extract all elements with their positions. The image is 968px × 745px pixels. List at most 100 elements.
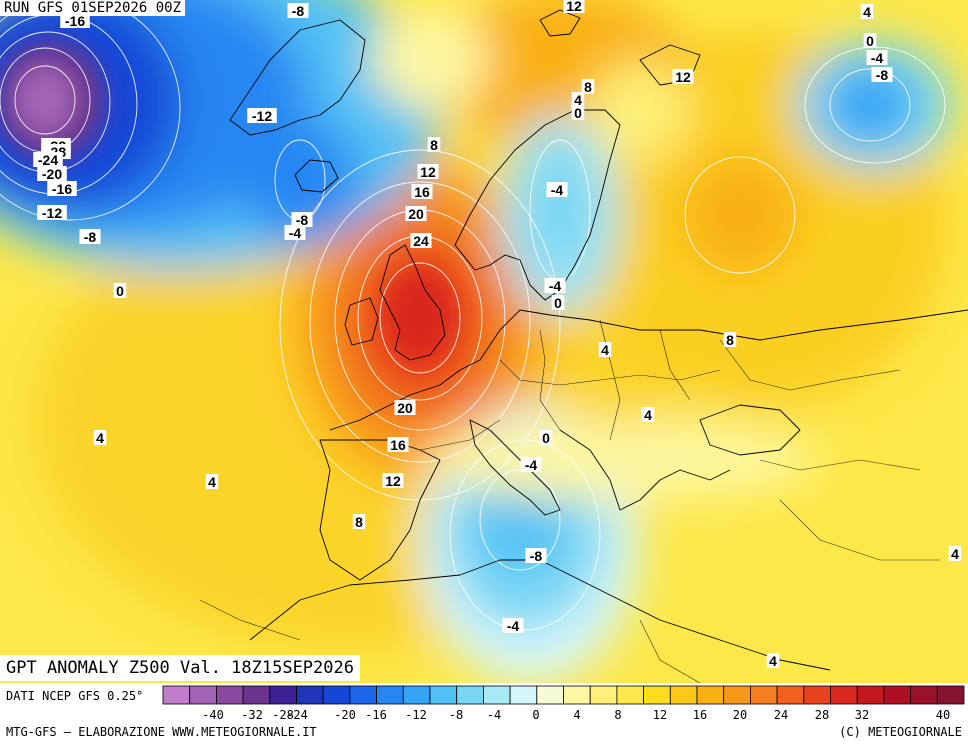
color-scale: -40 -32 -28-24 -20 -16 -12 -8 -4 0 4 8 12 16 20 24 28 32… xyxy=(162,685,965,722)
ireland-coast xyxy=(344,297,379,346)
iceland-coast xyxy=(294,159,339,193)
scale-tick-label: 16 xyxy=(693,708,707,722)
scale-tick-label: 8 xyxy=(614,708,621,722)
contour-label: 16 xyxy=(390,437,406,453)
scale-tick-label: -20 xyxy=(334,708,356,722)
contour-label: -4 xyxy=(549,278,562,294)
contour-label: 4 xyxy=(208,474,216,490)
contour-label: 4 xyxy=(574,92,582,108)
contour-label-bg xyxy=(948,546,962,561)
scale-swatch xyxy=(616,685,645,705)
contour-label: -8 xyxy=(292,3,305,19)
contour-label: -16 xyxy=(52,181,72,197)
contour-label-bg xyxy=(352,514,366,529)
contour-label: 8 xyxy=(584,79,592,95)
contour-label-bg xyxy=(113,283,127,298)
scale-tick-label: 0 xyxy=(532,708,539,722)
contour-label-bg xyxy=(37,205,67,220)
scale-tick-label: 28 xyxy=(815,708,829,722)
british-isles-coast xyxy=(379,244,446,361)
contour-label-bg xyxy=(539,430,553,445)
scale-tick-label: -32 xyxy=(241,708,263,722)
contour-label-bg xyxy=(33,152,63,167)
contour-label-bg xyxy=(410,233,432,248)
contour-label-bg xyxy=(394,400,416,415)
coastlines xyxy=(229,9,968,671)
white-sea-coast xyxy=(639,44,701,86)
contour-label-bg xyxy=(411,184,433,199)
iberia-coast xyxy=(319,439,441,581)
scale-tick-label: 32 xyxy=(855,708,869,722)
anomaly-field xyxy=(0,0,955,683)
scale-tick-label: -4 xyxy=(487,708,501,722)
scale-swatch xyxy=(910,685,938,705)
contour-label: -8 xyxy=(530,548,543,564)
contour-label: -4 xyxy=(551,182,564,198)
svalbard-coast xyxy=(539,9,581,37)
greenland-coast xyxy=(229,19,366,136)
scandinavia-coast xyxy=(454,109,621,301)
contour-label-bg xyxy=(525,548,547,563)
scale-swatch xyxy=(429,685,458,705)
copyright-text: (C) METEOGIORNALE xyxy=(839,725,962,739)
contour-label-bg xyxy=(382,473,404,488)
contour-label: 0 xyxy=(574,105,582,121)
contour-label: 0 xyxy=(116,283,124,299)
contour-label: -4 xyxy=(525,457,538,473)
contour-label-bg xyxy=(502,618,524,633)
contour-label: 8 xyxy=(355,514,363,530)
contour-label: 4 xyxy=(96,430,104,446)
contour-label: -12 xyxy=(252,108,272,124)
scale-swatch xyxy=(456,685,484,705)
scale-swatch xyxy=(563,685,591,705)
contour-label: 12 xyxy=(420,164,436,180)
scale-tick-label: 40 xyxy=(936,708,950,722)
scale-swatch xyxy=(856,685,885,705)
contour-label-bg xyxy=(551,295,565,310)
contour-label-bg xyxy=(284,225,306,240)
contour-label: -4 xyxy=(507,618,520,634)
scale-tick-label: 4 xyxy=(573,708,580,722)
contour-label: 4 xyxy=(951,546,959,562)
contour-label-bg xyxy=(287,3,309,18)
contour-labels: -16-8124-120-4-881240-32-28-24-20-16-12-… xyxy=(33,0,962,669)
contour-label: -12 xyxy=(42,205,62,221)
contour-label-bg xyxy=(247,108,277,123)
contour-label: 16 xyxy=(414,184,430,200)
contour-label: -4 xyxy=(289,225,302,241)
contour-label-bg xyxy=(47,181,77,196)
contour-label: 4 xyxy=(601,342,609,358)
borders xyxy=(199,319,940,683)
scale-swatch xyxy=(803,685,831,705)
scale-swatch xyxy=(376,685,404,705)
contour-label: 0 xyxy=(554,295,562,311)
europe-coast xyxy=(329,309,968,431)
contour-label-bg xyxy=(520,457,542,472)
contour-label-bg xyxy=(417,164,439,179)
contour-label: 4 xyxy=(644,407,652,423)
contour-label-bg xyxy=(571,92,585,107)
contour-label: 24 xyxy=(413,233,429,249)
scale-tick-label: -12 xyxy=(405,708,427,722)
scale-swatch xyxy=(349,685,377,705)
contour-label: -8 xyxy=(84,229,97,245)
scale-swatch xyxy=(536,685,564,705)
contour-label-bg xyxy=(60,13,90,28)
contour-label-bg xyxy=(544,278,566,293)
contour-label: 8 xyxy=(726,332,734,348)
scale-swatch xyxy=(643,685,671,705)
contour-label-bg xyxy=(405,206,427,221)
contour-label-bg xyxy=(571,105,585,120)
scale-swatch xyxy=(830,685,858,705)
scale-swatch xyxy=(189,685,217,705)
contour-label: 12 xyxy=(385,473,401,489)
scale-boxes xyxy=(162,685,965,705)
scale-swatch xyxy=(776,685,805,705)
contour-label: -16 xyxy=(65,13,85,29)
scale-swatch xyxy=(750,685,778,705)
scale-tick-label: 24 xyxy=(774,708,788,722)
contour-label: -8 xyxy=(876,67,889,83)
scale-swatch xyxy=(669,685,698,705)
contour-label-bg xyxy=(93,430,107,445)
contour-label-bg xyxy=(563,0,585,13)
